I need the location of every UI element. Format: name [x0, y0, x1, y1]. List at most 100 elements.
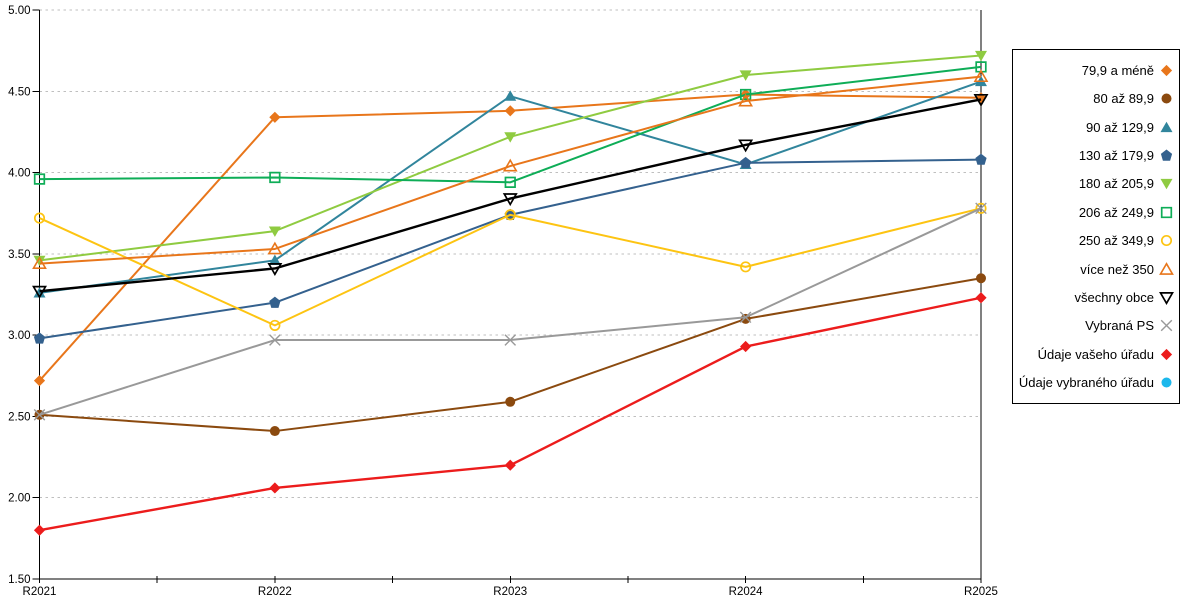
series-line: [39, 296, 982, 532]
data-point-marker: [1159, 291, 1174, 305]
series-circle-hollow: [33, 202, 987, 331]
series-line: [39, 98, 982, 293]
legend-item: Údaje vybraného úřadu: [1017, 371, 1174, 395]
legend-label: 206 až 249,9: [1078, 204, 1154, 220]
x-tick-label: R2025: [964, 586, 998, 598]
legend-marker-icon: [1160, 235, 1173, 247]
x-tick-label: R2022: [258, 586, 292, 598]
data-point-marker: [268, 226, 281, 237]
series-diamond: [33, 292, 987, 536]
data-point-marker: [33, 212, 46, 224]
y-tick-label: 2.00: [8, 493, 30, 505]
data-point-marker: [268, 254, 281, 265]
x-tick-label: R2021: [23, 586, 57, 598]
legend-label: 79,9 a méně: [1081, 62, 1154, 78]
legend-marker-icon: [1161, 93, 1172, 104]
legend-marker-icon: [1160, 319, 1173, 332]
data-point-marker: [1160, 179, 1173, 190]
data-point-marker: [33, 287, 46, 298]
data-point-marker: [504, 176, 516, 188]
data-point-marker: [267, 263, 283, 276]
y-tick-label: 3.00: [8, 330, 30, 342]
data-point-marker: [33, 332, 46, 344]
legend-label: 130 až 179,9: [1078, 148, 1154, 163]
data-point-marker: [504, 334, 517, 346]
legend-item: 79,9 a méně: [1017, 58, 1174, 82]
legend-item: 130 až 179,9: [1017, 144, 1174, 168]
data-point-marker: [504, 209, 516, 221]
data-point-marker: [269, 171, 281, 184]
data-point-marker: [975, 153, 987, 165]
legend-item: všechny obce: [1017, 285, 1174, 309]
data-point-marker: [740, 340, 752, 353]
series-x-cross: [33, 202, 987, 421]
y-tick-label: 4.00: [8, 168, 30, 180]
series-square-hollow: [33, 61, 987, 188]
legend-item: 180 až 205,9: [1017, 172, 1174, 196]
series-line: [39, 65, 982, 184]
data-point-marker: [269, 426, 280, 437]
data-point-marker: [1159, 261, 1174, 275]
data-point-marker: [975, 292, 987, 304]
legend-marker-icon: [1160, 121, 1173, 132]
legend-label: 80 až 89,9: [1093, 91, 1154, 107]
legend-label: 250 až 349,9: [1078, 233, 1154, 249]
data-point-marker: [504, 90, 517, 101]
y-tick-label: 5.00: [8, 5, 30, 17]
legend-label: Údaje vašeho úřadu: [1037, 346, 1154, 362]
legend-label: všechny obce: [1074, 289, 1155, 305]
legend-item: 90 až 129,9: [1017, 115, 1174, 139]
series-triangle-down-hollow: [32, 93, 989, 299]
y-tick-label: 4.50: [8, 86, 30, 98]
data-point-marker: [739, 70, 752, 81]
legend-label: 180 až 205,9: [1078, 176, 1154, 192]
series-line: [39, 277, 982, 433]
data-point-marker: [505, 396, 516, 407]
data-point-marker: [1160, 348, 1173, 360]
data-point-marker: [33, 409, 46, 421]
series-line: [39, 75, 982, 265]
data-point-marker: [739, 311, 752, 324]
legend-label: Údaje vybraného úřadu: [1018, 375, 1154, 390]
x-tick-label: R2024: [729, 586, 763, 598]
data-point-marker: [1160, 64, 1173, 76]
data-point-marker: [973, 93, 989, 107]
series-circle: [34, 273, 986, 437]
data-point-marker: [269, 296, 281, 308]
x-tick-label: R2023: [493, 586, 527, 598]
series-line: [39, 54, 982, 262]
legend-marker-icon: [1161, 377, 1172, 388]
data-point-marker: [740, 156, 752, 169]
data-point-marker: [738, 139, 754, 153]
data-point-marker: [502, 193, 518, 207]
data-point-marker: [1160, 319, 1173, 332]
legend-marker-icon: [1160, 206, 1173, 218]
legend-item: Údaje vašeho úřadu: [1017, 342, 1174, 366]
data-point-marker: [738, 93, 754, 107]
data-point-marker: [33, 375, 46, 387]
data-point-marker: [269, 482, 281, 494]
data-point-marker: [975, 50, 987, 62]
series-line: [39, 207, 982, 416]
legend-marker-icon: [1160, 149, 1173, 161]
data-point-marker: [267, 241, 283, 255]
y-tick-label: 3.50: [8, 249, 30, 261]
data-point-marker: [1160, 235, 1173, 247]
data-point-marker: [33, 524, 46, 536]
data-point-marker: [32, 256, 47, 270]
data-point-marker: [975, 61, 987, 73]
series-line: [39, 207, 982, 327]
data-point-marker: [740, 261, 752, 273]
data-point-marker: [33, 173, 46, 185]
legend-marker-icon: [1159, 261, 1174, 275]
series-triangle-down: [33, 50, 987, 267]
data-point-marker: [269, 319, 281, 331]
data-point-marker: [269, 111, 281, 123]
data-point-marker: [504, 132, 517, 143]
legend-marker-icon: [1160, 348, 1173, 360]
data-point-marker: [975, 202, 987, 215]
data-point-marker: [976, 273, 986, 284]
y-tick-label: 1.50: [8, 574, 30, 586]
